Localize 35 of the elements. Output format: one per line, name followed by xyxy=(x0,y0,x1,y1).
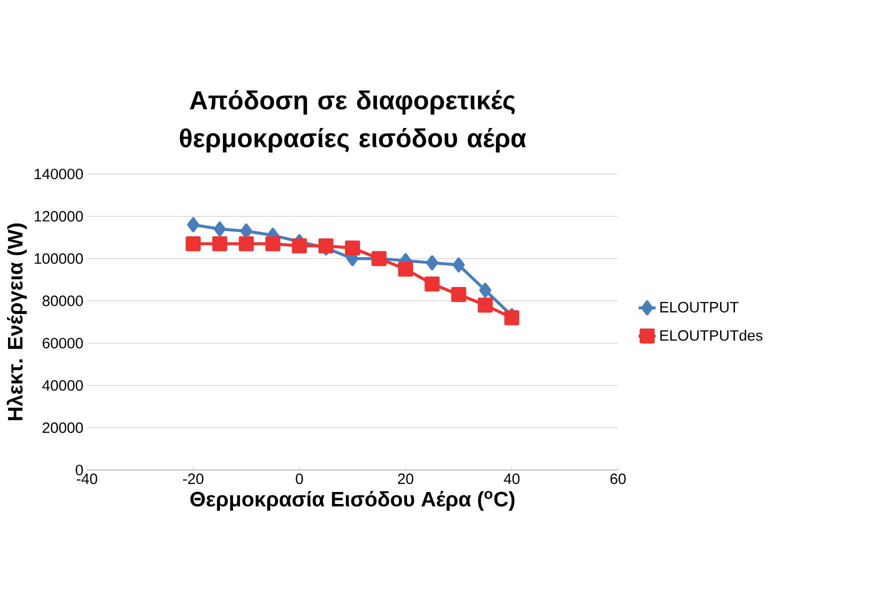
point xyxy=(187,217,200,232)
point xyxy=(214,221,226,236)
point xyxy=(212,236,228,252)
y-tick-label: 40000 xyxy=(42,380,83,391)
x-tick-label: 60 xyxy=(610,474,626,484)
x-tick-label: 40 xyxy=(504,474,520,484)
y-tick-label: 120000 xyxy=(34,210,83,222)
point xyxy=(318,238,334,254)
point xyxy=(238,236,254,252)
legend-label: ELOUTPUT xyxy=(660,302,738,312)
x-tick-label: 0 xyxy=(296,474,303,484)
x-tick-label: 20 xyxy=(398,474,414,484)
point xyxy=(451,287,466,302)
point xyxy=(424,276,440,292)
x-tick-label: -40 xyxy=(76,474,98,484)
legend-label: ELOUTPUTdes xyxy=(660,330,762,341)
point xyxy=(478,298,493,313)
y-axis-title: Ηλεκτ. Ενέργεια (W) xyxy=(6,224,27,420)
x-axis-title: Θερμοκρασία Εισόδου Αέρα ($^{o}$C) xyxy=(190,490,514,511)
point xyxy=(452,257,465,272)
point xyxy=(426,255,438,270)
point xyxy=(292,238,307,254)
y-tick-label: 100000 xyxy=(34,253,83,264)
y-tick-label: 60000 xyxy=(42,338,83,348)
y-tick-label: 140000 xyxy=(34,168,83,180)
point xyxy=(265,236,280,252)
point xyxy=(345,240,360,256)
chart-title: Απόδοση σε διαφορετικές θερμοκρασίες εισόδου αέρα xyxy=(180,90,526,152)
y-tick-label: 80000 xyxy=(42,296,83,306)
y-tick-label: 0 xyxy=(76,464,83,476)
point xyxy=(479,282,492,298)
x-tick-label: -20 xyxy=(183,474,204,484)
y-tick-label: 20000 xyxy=(42,422,83,433)
point xyxy=(398,262,414,277)
point xyxy=(186,236,201,252)
